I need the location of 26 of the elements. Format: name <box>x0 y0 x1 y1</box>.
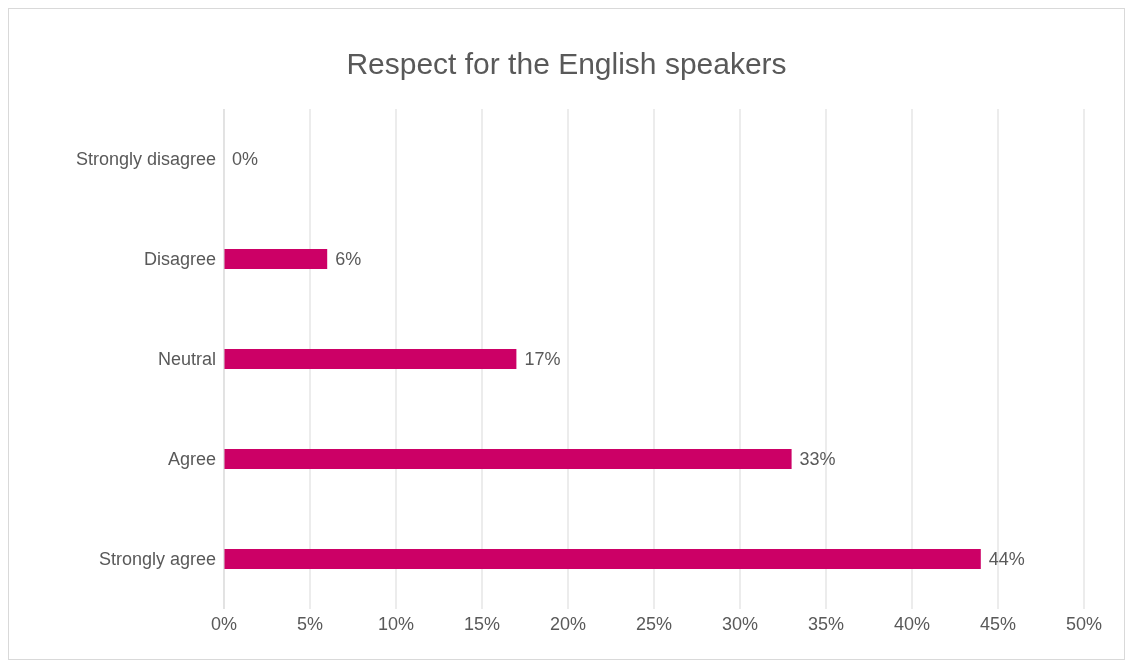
data-label: 44% <box>988 549 1025 569</box>
x-tick-label: 5% <box>296 613 324 634</box>
data-label: 33% <box>799 449 836 469</box>
x-tick-label: 15% <box>463 613 501 634</box>
x-tick-label: 50% <box>1065 613 1103 634</box>
x-tick-label: 40% <box>893 613 931 634</box>
x-tick-label: 25% <box>635 613 673 634</box>
data-label: 17% <box>524 349 561 369</box>
x-tick-label: 45% <box>979 613 1017 634</box>
x-tick-label: 30% <box>721 613 759 634</box>
y-tick-label: Strongly disagree <box>75 149 216 170</box>
y-tick-label: Agree <box>167 449 216 470</box>
bar <box>224 249 328 269</box>
bar <box>224 549 981 569</box>
x-tick-label: 10% <box>377 613 415 634</box>
x-tick-label: 20% <box>549 613 587 634</box>
y-tick-label: Disagree <box>143 249 216 270</box>
y-tick-label: Neutral <box>157 349 216 370</box>
chart-title: Respect for the English speakers <box>345 47 788 81</box>
data-label: 6% <box>335 249 362 269</box>
bar <box>224 449 792 469</box>
data-label: 0% <box>232 149 259 169</box>
x-tick-label: 35% <box>807 613 845 634</box>
bar <box>224 349 517 369</box>
x-tick-label: 0% <box>210 613 238 634</box>
y-tick-label: Strongly agree <box>98 549 216 570</box>
